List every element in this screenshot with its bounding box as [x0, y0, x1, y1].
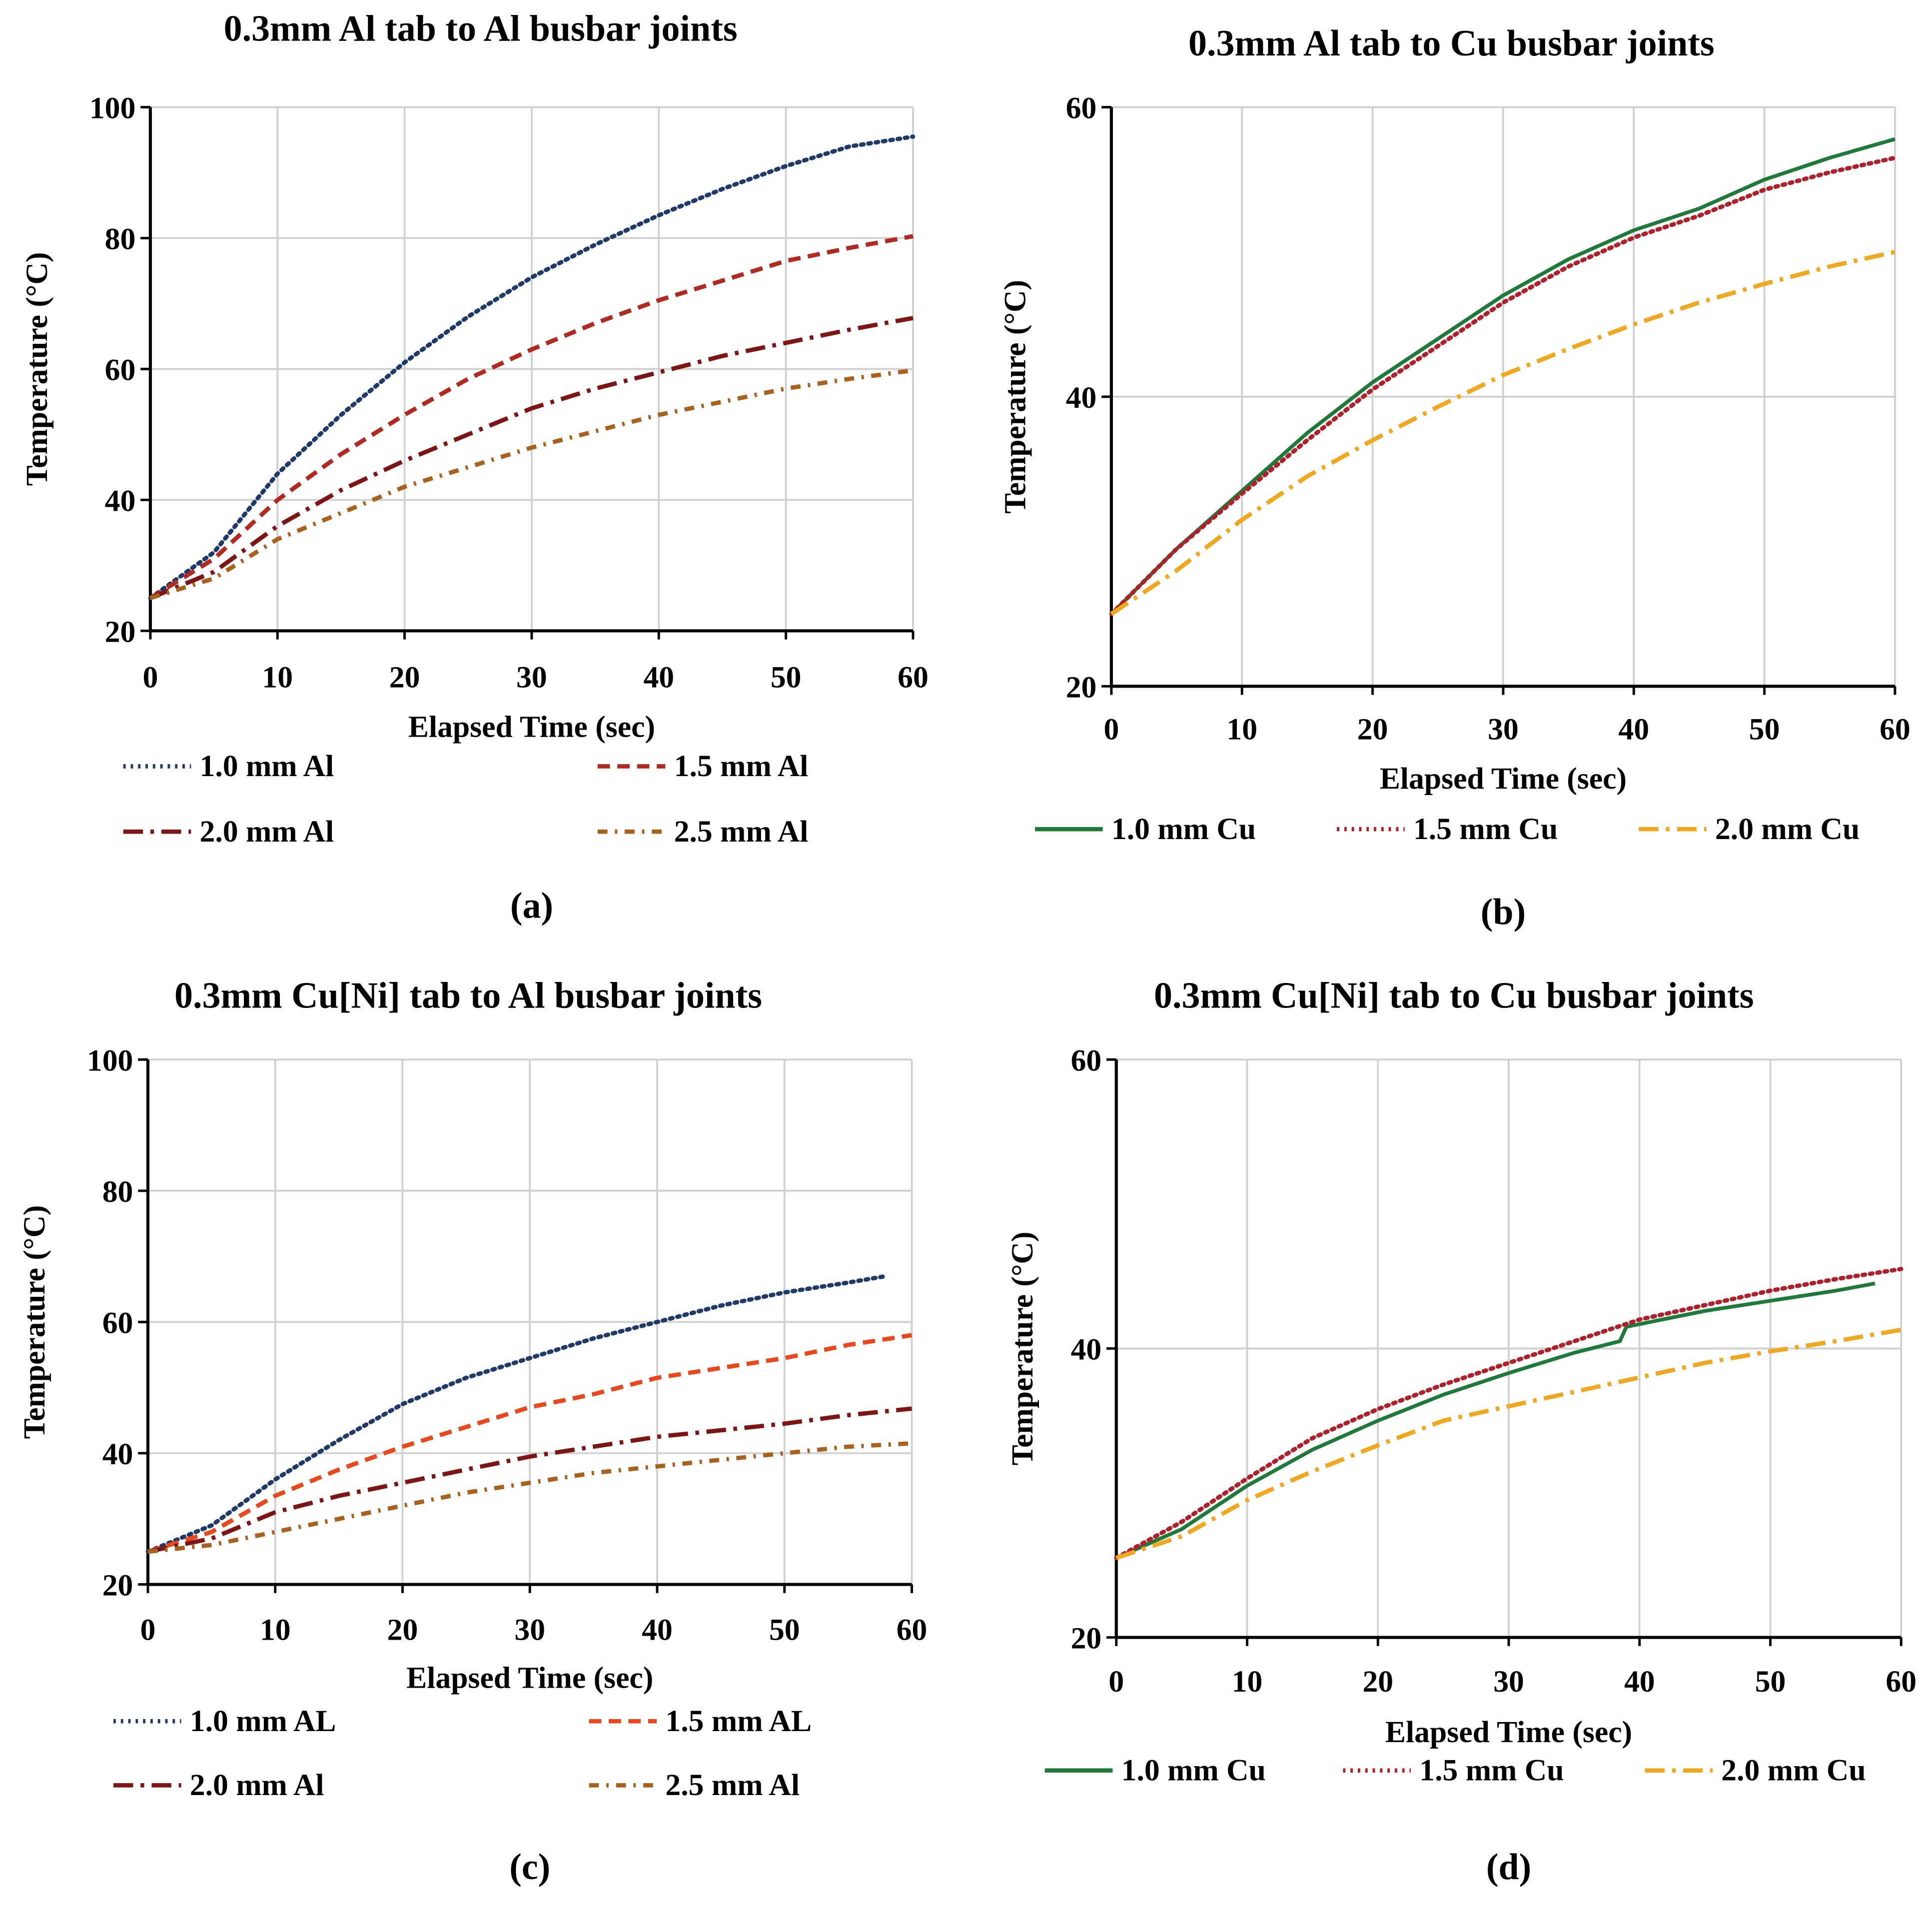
legend-label: 1.0 mm Al	[200, 749, 334, 783]
series-line-1-0-mm-al	[145, 1274, 889, 1554]
x-tick-label: 20	[389, 661, 420, 695]
legend-label: 1.5 mm Cu	[1413, 812, 1558, 846]
legend-label: 1.0 mm AL	[190, 1704, 336, 1738]
x-tick-label: 20	[1357, 712, 1388, 746]
legend-label: 1.0 mm Cu	[1121, 1754, 1266, 1788]
x-tick-label: 10	[260, 1613, 291, 1647]
x-tick-label: 20	[1362, 1665, 1393, 1699]
y-tick-label: 20	[1066, 670, 1097, 704]
y-tick-label: 100	[89, 91, 135, 125]
x-tick-label: 30	[514, 1613, 545, 1647]
series-line-2-5-mm-al	[147, 1441, 912, 1554]
x-tick-label: 20	[387, 1613, 418, 1647]
panel-a	[123, 106, 916, 834]
x-tick-label: 60	[1886, 1665, 1917, 1699]
legend-label: 1.5 mm Al	[674, 749, 809, 783]
y-tick-label: 20	[102, 1569, 133, 1603]
legend-label: 2.5 mm Al	[674, 815, 809, 849]
x-tick-label: 10	[1226, 712, 1257, 746]
y-axis-label: Temperature (°C)	[1005, 1231, 1039, 1465]
y-tick-label: 60	[102, 1306, 133, 1340]
panel-b	[1035, 106, 1898, 832]
x-tick-label: 50	[769, 1613, 800, 1647]
y-tick-label: 40	[102, 1437, 133, 1471]
y-axis-label: Temperature (°C)	[20, 252, 54, 486]
x-axis-label: Elapsed Time (sec)	[1385, 1715, 1632, 1749]
y-tick-label: 80	[105, 222, 136, 256]
x-tick-label: 40	[1618, 712, 1649, 746]
x-tick-label: 50	[771, 661, 802, 695]
legend-label: 2.0 mm Cu	[1715, 812, 1860, 846]
chart-title: 0.3mm Al tab to Cu busbar joints	[1188, 22, 1715, 63]
x-tick-label: 30	[1493, 1665, 1524, 1699]
series-line-1-5-mm-cu	[1109, 155, 1898, 616]
y-axis-label: Temperature (°C)	[998, 280, 1032, 514]
x-tick-label: 50	[1755, 1665, 1786, 1699]
y-tick-label: 40	[105, 484, 136, 518]
panel-c	[113, 1058, 913, 1788]
series-line-1-0-mm-cu	[1110, 137, 1896, 616]
series-line-2-0-mm-cu	[1115, 1327, 1902, 1560]
y-tick-label: 100	[87, 1043, 133, 1077]
x-tick-label: 60	[898, 661, 929, 695]
y-tick-label: 20	[1071, 1622, 1102, 1656]
legend-label: 1.5 mm AL	[665, 1704, 812, 1738]
x-tick-label: 0	[1108, 1665, 1124, 1699]
chart-title: 0.3mm Cu[Ni] tab to Al busbar joints	[174, 975, 762, 1016]
y-tick-label: 60	[1066, 91, 1097, 125]
x-tick-label: 0	[142, 661, 158, 695]
x-tick-label: 10	[262, 661, 293, 695]
x-tick-label: 40	[643, 661, 674, 695]
x-tick-label: 10	[1232, 1665, 1263, 1699]
legend-label: 2.0 mm Al	[200, 815, 334, 849]
x-tick-label: 60	[1880, 712, 1911, 746]
series-line-2-0-mm-al	[149, 316, 914, 600]
series-line-1-5-mm-al	[149, 234, 914, 600]
series-line-1-0-mm-cu	[1115, 1281, 1876, 1560]
x-tick-label: 0	[140, 1613, 156, 1647]
series-line-1-5-mm-cu	[1114, 1267, 1904, 1560]
y-tick-label: 60	[1071, 1043, 1102, 1077]
y-tick-label: 80	[102, 1175, 133, 1209]
x-tick-label: 50	[1749, 712, 1780, 746]
y-tick-label: 40	[1066, 381, 1097, 415]
y-tick-label: 40	[1071, 1333, 1102, 1367]
y-tick-label: 20	[105, 615, 136, 649]
x-axis-label: Elapsed Time (sec)	[406, 1661, 653, 1695]
panel-d	[1044, 1058, 1904, 1773]
x-tick-label: 60	[897, 1613, 928, 1647]
panel-label: (a)	[510, 885, 553, 926]
series-line-2-0-mm-al	[147, 1406, 912, 1554]
panel-label: (b)	[1481, 891, 1526, 932]
chart-title: 0.3mm Cu[Ni] tab to Cu busbar joints	[1154, 975, 1754, 1016]
panel-label: (c)	[509, 1846, 550, 1887]
legend-label: 1.5 mm Cu	[1419, 1754, 1564, 1788]
x-tick-label: 30	[516, 661, 547, 695]
x-tick-label: 30	[1488, 712, 1519, 746]
series-line-2-0-mm-cu	[1110, 249, 1896, 616]
x-axis-label: Elapsed Time (sec)	[408, 710, 655, 744]
x-tick-label: 0	[1104, 712, 1119, 746]
legend-label: 1.0 mm Cu	[1111, 812, 1256, 846]
panel-label: (d)	[1486, 1846, 1531, 1887]
y-axis-label: Temperature (°C)	[17, 1205, 51, 1439]
legend-label: 2.0 mm Cu	[1721, 1754, 1866, 1788]
x-tick-label: 40	[642, 1613, 673, 1647]
series-line-2-5-mm-al	[149, 368, 914, 600]
legend-label: 2.5 mm Al	[665, 1768, 800, 1802]
x-axis-label: Elapsed Time (sec)	[1380, 762, 1627, 796]
chart-title: 0.3mm Al tab to Al busbar joints	[224, 7, 738, 48]
series-line-1-0-mm-al	[148, 134, 916, 601]
legend-label: 2.0 mm Al	[190, 1768, 324, 1802]
x-tick-label: 40	[1624, 1665, 1655, 1699]
y-tick-label: 60	[105, 353, 136, 387]
series-line-1-5-mm-al	[147, 1333, 913, 1554]
